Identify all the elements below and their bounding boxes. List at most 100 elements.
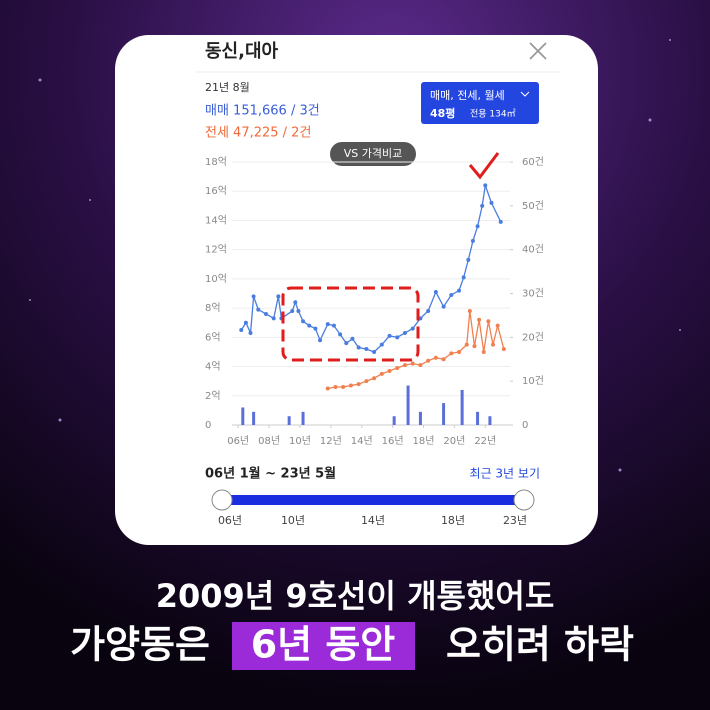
x-tick-label: 22년 (474, 435, 496, 447)
point (350, 336, 355, 341)
stars (29, 39, 681, 472)
caption-part: 오히려 하락 (446, 623, 634, 667)
slider-knob[interactable] (211, 489, 233, 511)
point (426, 358, 431, 363)
bar (488, 416, 492, 425)
range-label: 06년 1월 ~ 23년 5월 (205, 466, 336, 482)
point (356, 345, 361, 350)
point (313, 326, 318, 331)
filter-size: 48평 (430, 106, 455, 120)
point (467, 309, 472, 314)
bar (442, 403, 446, 425)
slider-ticks: 06년 10년 14년 18년 23년 (218, 514, 527, 527)
point (276, 294, 281, 299)
point (296, 309, 301, 314)
point (491, 342, 496, 347)
slider-knob[interactable] (513, 489, 535, 511)
point (483, 183, 488, 188)
y-tick-label: 16억 (205, 185, 227, 197)
caption-line1: 2009년 9호선이 개통했어도 (156, 577, 555, 615)
compare-button[interactable] (330, 142, 416, 166)
point (418, 363, 423, 368)
x-tick-label: 06년 (227, 435, 249, 447)
bar (476, 411, 480, 425)
bar (392, 416, 396, 425)
plot: 0 2억 4억 6억 8억 10억 12억 14억 16억 18억 0 10건 20건 30건 40건 50건… (205, 156, 544, 447)
x-tick-label: 18년 (413, 435, 435, 447)
y-tick-label: 6억 (205, 331, 221, 343)
point (466, 257, 471, 262)
point (256, 307, 261, 312)
point (301, 319, 306, 324)
y-tick-label: 10억 (205, 273, 227, 285)
point (333, 385, 338, 390)
point (402, 363, 407, 368)
point (470, 238, 475, 243)
point (248, 330, 253, 335)
y-tick-label: 18억 (205, 156, 227, 168)
point (239, 328, 244, 333)
point (387, 368, 392, 373)
bar (241, 407, 245, 425)
point (379, 342, 384, 347)
close-icon[interactable] (529, 42, 547, 60)
caption-part: 가양동은 (70, 623, 210, 667)
slider-tick-label: 18년 (441, 514, 465, 527)
bar (406, 385, 410, 425)
x-tick-label: 12년 (320, 435, 342, 447)
point (271, 316, 276, 321)
point (461, 275, 466, 280)
point (457, 288, 462, 293)
point (481, 349, 486, 354)
point (489, 200, 494, 205)
bar (301, 411, 305, 425)
y2-tick-label: 40건 (522, 244, 544, 256)
point (410, 326, 415, 331)
slider-track (222, 495, 524, 505)
x-tick-label: 08년 (258, 435, 280, 447)
point (325, 322, 330, 327)
y-tick-label: 4억 (205, 361, 221, 373)
checkmark (468, 152, 500, 180)
point (433, 355, 438, 360)
point (395, 366, 400, 371)
point (344, 341, 349, 346)
point (307, 323, 312, 328)
point (472, 344, 477, 349)
x-tick-label: 20년 (443, 435, 465, 447)
point (395, 335, 400, 340)
point (251, 294, 256, 299)
bar (252, 411, 256, 425)
recent-link[interactable]: 최근 3년 보기 (470, 467, 540, 481)
point (356, 382, 361, 387)
compare-label: VS 가격비교 (344, 147, 402, 160)
info-date: 21년 8월 (205, 81, 250, 94)
point (338, 332, 343, 337)
slider-tick-label: 06년 (218, 514, 242, 527)
point (475, 224, 480, 229)
bar (287, 416, 291, 425)
y2-tick-label: 10건 (522, 375, 544, 387)
point (477, 317, 482, 322)
point (364, 347, 369, 352)
slider-tick-label: 10년 (281, 514, 305, 527)
x-tick-label: 14년 (351, 435, 373, 447)
point (441, 357, 446, 362)
caption-highlight (232, 622, 415, 670)
point (290, 309, 295, 314)
point (364, 379, 369, 384)
point (498, 219, 503, 224)
y-tick-label: 12억 (205, 244, 227, 256)
filter-box[interactable] (421, 82, 539, 124)
y-tick-label: 8억 (205, 302, 221, 314)
point (372, 349, 377, 354)
title: 동신,대아 (205, 41, 279, 62)
y-tick-label: 0 (205, 420, 211, 431)
point (318, 338, 323, 343)
x-tick-label: 10년 (289, 435, 311, 447)
y2-tick-label: 50건 (522, 200, 544, 212)
point (433, 290, 438, 295)
y2-tick-label: 30건 (522, 288, 544, 300)
